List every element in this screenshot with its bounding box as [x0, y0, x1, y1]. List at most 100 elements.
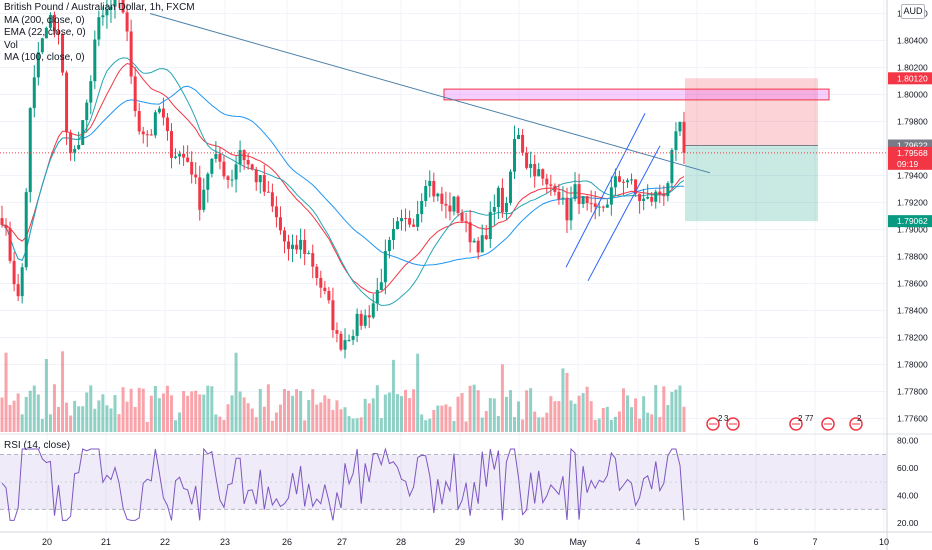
candle-body — [621, 181, 625, 183]
candle-body — [500, 187, 504, 213]
candle-body — [307, 253, 311, 255]
volume-bar — [666, 405, 670, 432]
candle-body — [565, 197, 569, 221]
candle-body — [480, 235, 484, 253]
candle-body — [121, 0, 125, 13]
volume-bar — [165, 385, 169, 432]
candle-body — [190, 161, 194, 175]
volume-bar — [545, 412, 549, 432]
legend-ema22: EMA (22, close, 0) — [4, 27, 86, 38]
candle-body — [226, 176, 230, 180]
candle-body — [517, 134, 521, 139]
volume-bar — [0, 397, 4, 432]
volume-bar — [295, 389, 299, 432]
candle-body — [254, 169, 258, 183]
candle-body — [440, 193, 444, 204]
volume-bar — [291, 395, 295, 432]
volume-bar — [630, 407, 634, 432]
currency-badge[interactable]: AUD — [901, 4, 925, 19]
rsi-tick-label: 60.00 — [897, 463, 919, 473]
candle-body — [16, 284, 20, 297]
volume-bar — [569, 400, 573, 432]
candle-body — [367, 315, 371, 318]
candle-body — [416, 214, 420, 227]
candle-body — [585, 196, 589, 204]
channel-line-upper — [565, 113, 646, 268]
candle-body — [492, 207, 496, 212]
candle-body — [666, 183, 670, 197]
candle-body — [287, 241, 291, 249]
volume-bar — [343, 407, 347, 432]
volume-bar — [533, 411, 537, 432]
volume-bar — [585, 386, 589, 432]
candle-body — [311, 253, 315, 267]
candle-body — [169, 131, 173, 158]
volume-bar — [371, 398, 375, 432]
candle-body — [476, 240, 480, 253]
channel-line-lower — [587, 145, 661, 282]
volume-bar — [351, 418, 355, 432]
event-icon-3 — [821, 417, 835, 431]
candle-body — [194, 174, 198, 178]
candle-body — [69, 132, 73, 153]
candle-body — [97, 17, 101, 40]
candle-body — [278, 217, 282, 231]
candle-body — [412, 224, 416, 227]
candle-body — [36, 52, 40, 78]
volume-bar — [69, 415, 73, 432]
volume-bar — [395, 394, 399, 432]
x-tick-label: 26 — [282, 537, 292, 547]
drawings[interactable] — [0, 13, 887, 282]
candle-body — [165, 117, 169, 132]
volume-bar — [186, 395, 190, 432]
volume-bar — [646, 412, 650, 432]
candle-body — [327, 290, 331, 301]
volume-bar — [278, 404, 282, 432]
candle-body — [638, 193, 642, 201]
rsi-pane — [0, 433, 932, 521]
candle-body — [186, 157, 190, 162]
candle-body — [496, 187, 500, 208]
price-tag — [888, 72, 932, 85]
candle-body — [488, 211, 492, 240]
volume-bar — [472, 384, 476, 432]
event-count: 3 — [724, 414, 729, 423]
candle-body — [315, 266, 319, 278]
volume-bar — [504, 396, 508, 432]
candle-body — [557, 191, 561, 200]
candle-body — [335, 330, 339, 334]
volume-bar — [323, 395, 327, 432]
candle-body — [545, 178, 549, 185]
volume-bar — [674, 389, 678, 432]
candle-body — [513, 138, 517, 172]
candle-body — [258, 175, 262, 183]
volume-bar — [222, 419, 226, 432]
volume-bar — [460, 393, 464, 432]
volume-bar — [56, 406, 60, 432]
candle-body — [137, 111, 141, 132]
stop-zone — [685, 78, 818, 146]
volume-bar — [476, 390, 480, 432]
trend-line — [149, 13, 711, 174]
x-tick-label: May — [569, 537, 587, 547]
volume-bar — [117, 414, 121, 432]
candle-body — [387, 240, 391, 252]
volume-bar — [270, 420, 274, 432]
candle-body — [101, 15, 105, 18]
volume-bar — [420, 414, 424, 432]
volume-bar — [73, 400, 77, 432]
price-tag-label: 1.79568 — [897, 148, 928, 158]
volume-bar — [513, 417, 517, 432]
y-tick-label: 1.80200 — [897, 63, 928, 73]
volume-bar — [484, 411, 488, 432]
rsi-tick-label: 20.00 — [897, 518, 919, 528]
candle-body — [436, 193, 440, 197]
candle-body — [299, 239, 303, 250]
volume-bar — [670, 391, 674, 432]
candle-body — [32, 77, 36, 109]
candle-body — [634, 179, 638, 194]
position-zones[interactable] — [443, 78, 830, 222]
volume-bar — [601, 407, 605, 432]
